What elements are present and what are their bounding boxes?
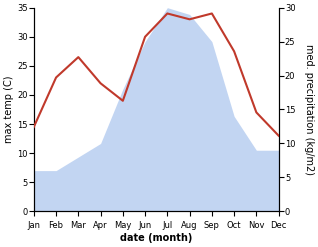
Y-axis label: med. precipitation (kg/m2): med. precipitation (kg/m2) <box>304 44 314 175</box>
Y-axis label: max temp (C): max temp (C) <box>4 76 14 143</box>
X-axis label: date (month): date (month) <box>120 233 192 243</box>
